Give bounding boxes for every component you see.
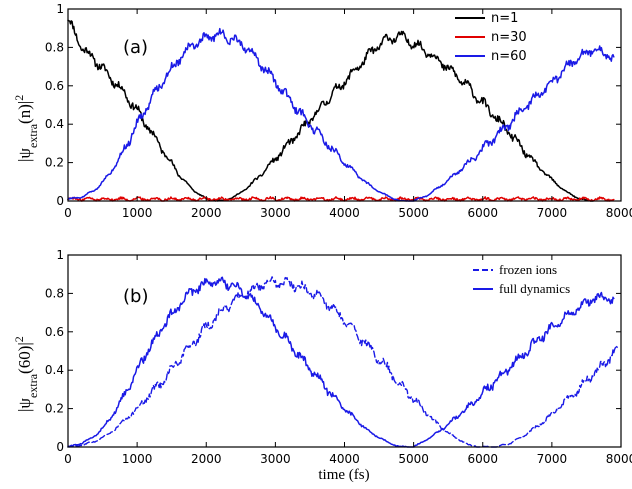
panel-b-xtick-label: 6000 [467,452,498,466]
panel-a-ytick-label: 0 [56,194,64,208]
panel-b-ylabel-sup: 2 [12,336,26,342]
panel-a-label: (a) [123,37,148,58]
panel-a-xtick-label: 7000 [537,206,568,220]
series-line-frozen-ions [67,276,618,448]
series-line-full-dynamics [67,276,615,448]
panel-b-ytick-label: 0.6 [45,325,64,339]
panel-b-xtick-label: 2000 [191,452,222,466]
panel-a-ytick-label: 1 [56,2,64,16]
panel-b-ylabel: |ψextra(60)|2 [12,336,40,412]
panel-b-ylabel-rest: (60)| [15,342,34,374]
panel-a-frame [67,8,622,202]
series-line-n-30 [67,196,615,202]
panel-b-xtick-label: 7000 [537,452,568,466]
panel-a-ytick-label: 0.2 [45,156,64,170]
panel-a-xtick-label: 3000 [260,206,291,220]
panel-b-ylabel-sub: extra [26,373,40,398]
panel-a-ylabel-sup: 2 [12,95,26,101]
panel-b-ylabel-main: |ψ [15,398,34,412]
panel-b-ytick-label: 0.8 [45,286,64,300]
panel-a-xtick-label: 6000 [467,206,498,220]
legend-label-n-1: n=1 [491,11,518,26]
panel-b-xlabel: time (fs) [318,467,369,483]
panel-a-xtick-label: 2000 [191,206,222,220]
panel-b-legend: frozen ions full dynamics [473,262,570,296]
legend-label-frozen-ions: frozen ions [499,262,557,277]
series-line-n-60 [67,27,615,202]
panel-a-ytick-label: 0.8 [45,40,64,54]
panel-a-xtick-label: 0 [64,206,72,220]
panel-b-xtick-label: 0 [64,452,72,466]
panel-a-xtick-label: 5000 [398,206,429,220]
panel-a-xtick-label: 4000 [329,206,360,220]
panel-a-ylabel-sub: extra [26,123,40,148]
panel-b-xtick-label: 1000 [122,452,153,466]
panel-b-xtick-label: 5000 [398,452,429,466]
panel-b-ytick-label: 1 [56,248,64,262]
panel-a-ytick-label: 0.4 [45,117,64,131]
panel-a-ylabel-rest: (n)| [15,101,34,124]
legend-label-full-dynamics: full dynamics [499,281,570,296]
panel-b-label: (b) [123,286,148,307]
panel-a-ylabel: |ψextra(n)|2 [12,95,40,162]
panel-b-ytick-label: 0.4 [45,363,64,377]
legend-label-n-60: n=60 [491,49,527,64]
legend-label-n-30: n=30 [491,30,527,45]
panel-a-ylabel-main: |ψ [15,148,34,162]
panel-b-xtick-label: 3000 [260,452,291,466]
panel-b-ytick-label: 0 [56,440,64,454]
panel-a-legend: n=1 n=30 n=60 [455,11,527,64]
panel-a-xtick-label: 1000 [122,206,153,220]
panel-b-xtick-label: 4000 [329,452,360,466]
panel-b-ytick-label: 0.2 [45,402,64,416]
panel-a-ytick-label: 0.6 [45,79,64,93]
